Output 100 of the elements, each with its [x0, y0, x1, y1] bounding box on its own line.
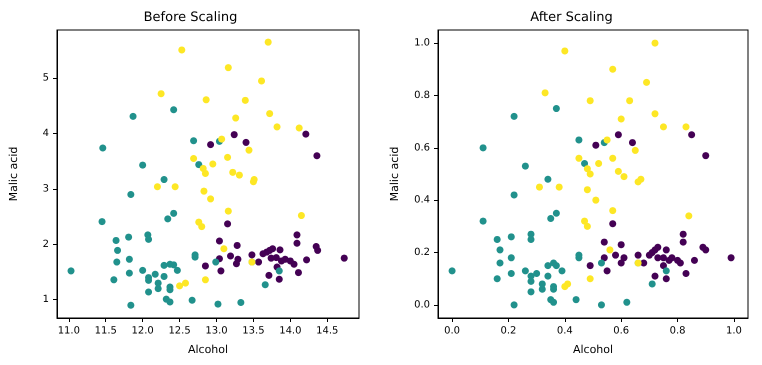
point — [274, 123, 281, 130]
point — [160, 176, 168, 184]
point — [214, 300, 222, 308]
point — [145, 288, 152, 296]
point — [68, 267, 75, 274]
point — [248, 251, 256, 258]
point — [550, 298, 558, 306]
x-tick-label: 13.5 — [242, 326, 265, 336]
x-tick-label: 0.0 — [444, 326, 460, 336]
point — [127, 302, 134, 309]
point — [290, 260, 298, 268]
point — [188, 296, 196, 304]
point — [496, 260, 504, 267]
point — [220, 245, 228, 252]
y-tick-label: 0.6 — [414, 142, 430, 154]
point — [609, 207, 616, 214]
point — [227, 252, 234, 260]
point — [654, 244, 662, 251]
point — [528, 288, 534, 296]
point — [480, 144, 487, 152]
point — [618, 260, 625, 267]
point — [680, 230, 687, 238]
x-tick-label: 0.2 — [500, 326, 516, 336]
point — [158, 90, 165, 98]
point — [652, 110, 658, 118]
point — [198, 223, 206, 230]
point — [236, 172, 243, 179]
point — [620, 173, 628, 180]
point — [575, 136, 582, 144]
x-tick-label: 13.0 — [205, 326, 228, 336]
point — [544, 262, 552, 270]
point — [680, 238, 687, 246]
point — [586, 275, 594, 282]
point — [652, 40, 658, 47]
point — [618, 116, 625, 123]
point — [508, 233, 515, 240]
point — [232, 260, 240, 268]
chart-title: Before Scaling — [144, 10, 238, 25]
point — [604, 136, 611, 144]
point — [112, 236, 120, 244]
point — [623, 298, 630, 306]
point — [556, 184, 563, 191]
point — [126, 256, 133, 263]
point — [544, 272, 552, 280]
point — [682, 123, 690, 130]
point — [230, 131, 238, 138]
point — [600, 238, 608, 246]
point — [533, 270, 540, 277]
y-tick-label: 2 — [42, 238, 49, 250]
point — [648, 280, 656, 288]
point — [494, 236, 501, 243]
point — [552, 105, 560, 112]
point — [600, 254, 608, 262]
point — [207, 141, 214, 148]
point — [544, 176, 552, 183]
point — [510, 301, 518, 308]
point — [178, 46, 186, 54]
point — [303, 256, 310, 264]
point — [628, 139, 636, 146]
point — [660, 262, 667, 270]
point — [258, 77, 266, 84]
point — [266, 110, 274, 118]
point — [126, 270, 133, 277]
point — [690, 256, 698, 264]
point — [125, 234, 132, 241]
point — [448, 267, 456, 274]
point — [218, 136, 226, 143]
point — [224, 208, 232, 215]
point — [176, 282, 184, 290]
point — [660, 123, 667, 130]
point — [609, 66, 616, 73]
point — [662, 246, 670, 254]
point — [190, 137, 198, 144]
point — [620, 254, 628, 262]
point — [609, 154, 616, 162]
point — [618, 241, 625, 248]
point — [195, 161, 202, 168]
point — [216, 238, 223, 245]
point — [614, 131, 622, 138]
point — [170, 106, 178, 114]
point — [522, 267, 529, 274]
point — [494, 275, 501, 282]
point — [536, 184, 543, 191]
x-axis-title: Alcohol — [188, 343, 228, 356]
point — [276, 276, 283, 283]
point — [276, 267, 283, 274]
point — [558, 267, 566, 274]
point — [99, 144, 106, 152]
point — [547, 215, 554, 222]
point — [685, 212, 692, 220]
point — [174, 266, 181, 274]
point — [182, 280, 189, 287]
y-tick-label: 1.0 — [414, 38, 430, 49]
point — [586, 170, 594, 178]
point — [586, 97, 594, 104]
point — [272, 254, 280, 262]
point — [637, 176, 644, 183]
point — [293, 240, 300, 247]
point — [202, 96, 210, 104]
point — [592, 142, 600, 149]
